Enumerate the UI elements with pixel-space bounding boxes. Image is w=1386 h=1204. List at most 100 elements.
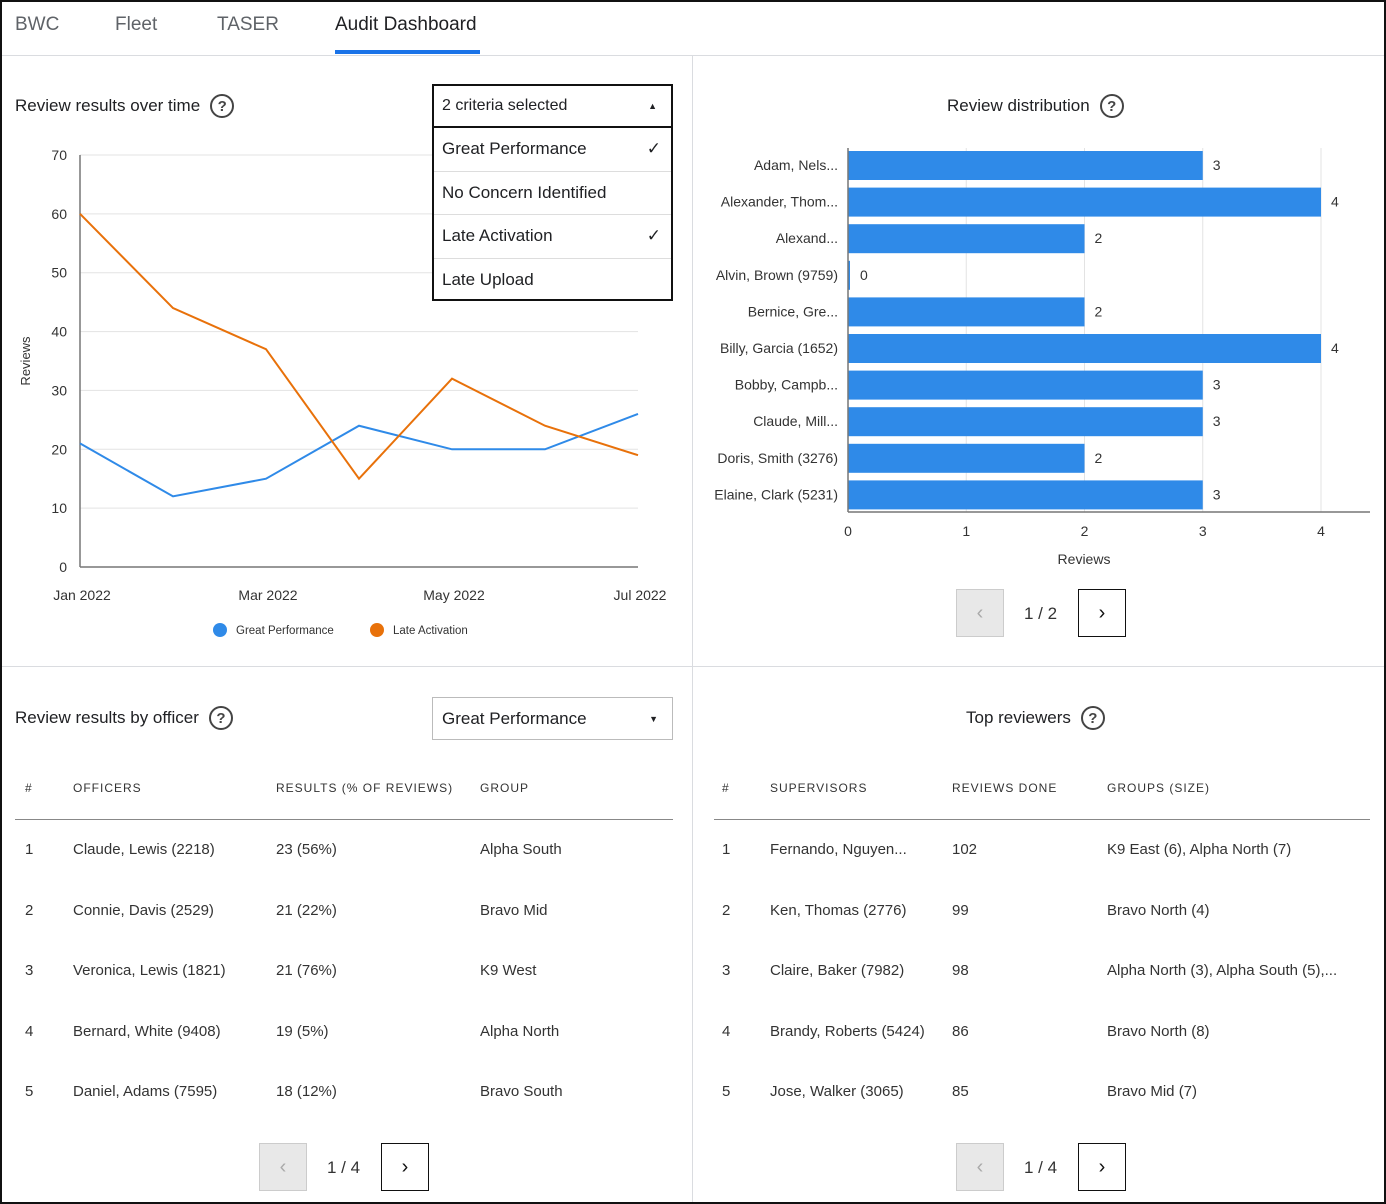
bar-value-label: 0 (860, 267, 868, 283)
bar-category-label: Doris, Smith (3276) (717, 450, 838, 466)
table-cell: Connie, Davis (2529) (73, 901, 214, 919)
tab-fleet[interactable]: Fleet (115, 14, 158, 35)
table-cell: 1 (722, 841, 731, 858)
y-tick-label: 70 (51, 147, 67, 163)
bar-category-label: Alvin, Brown (9759) (716, 267, 838, 283)
y-tick-label: 60 (51, 206, 67, 222)
bar (848, 334, 1321, 363)
option-late-activation[interactable]: Late Activation ✓ (434, 215, 671, 259)
bar-category-label: Bernice, Gre... (748, 303, 838, 319)
prev-page-button[interactable]: ‹ (956, 1143, 1004, 1191)
y-tick-label: 50 (51, 265, 67, 281)
series-line-great-performance (79, 413, 639, 498)
panel-title-by-officer: Review results by officer ? (15, 706, 233, 730)
help-icon[interactable]: ? (210, 94, 235, 118)
help-icon[interactable]: ? (208, 706, 233, 730)
caret-down-icon: ▼ (649, 713, 658, 724)
criteria-select[interactable]: Great Performance ▼ (432, 697, 673, 740)
bar-category-label: Elaine, Clark (5231) (714, 486, 838, 502)
bar (848, 370, 1203, 400)
table-cell: 3 (722, 962, 731, 979)
bar (848, 224, 1085, 254)
table-cell: Veronica, Lewis (1821) (73, 962, 226, 979)
table-cell: Bravo Mid (7) (1107, 1083, 1198, 1100)
x-tick-label: Jan 2022 (53, 587, 111, 603)
bar (848, 297, 1085, 327)
x-axis-label: Reviews (1058, 551, 1111, 567)
check-icon: ✓ (646, 226, 661, 246)
tab-taser[interactable]: TASER (217, 14, 279, 35)
table-cell: 85 (952, 1083, 969, 1100)
table-cell: 86 (952, 1022, 969, 1040)
help-icon[interactable]: ? (1099, 94, 1124, 118)
page-indicator: 1 / 2 (1024, 604, 1058, 623)
table-cell: Bravo North (8) (1107, 1022, 1210, 1040)
divider (692, 56, 693, 1202)
bar-value-label: 3 (1213, 486, 1221, 502)
y-axis-label: Reviews (18, 336, 33, 386)
table-cell: 21 (22%) (276, 901, 337, 919)
help-icon[interactable]: ? (1080, 706, 1105, 730)
table-cell: 2 (722, 901, 731, 919)
option-label: No Concern Identified (442, 182, 607, 202)
column-header: REVIEWS DONE (952, 781, 1058, 795)
prev-page-button[interactable]: ‹ (956, 589, 1004, 637)
bar-value-label: 4 (1331, 194, 1339, 210)
column-header: # (722, 781, 730, 795)
table-cell: Brandy, Roberts (5424) (770, 1022, 925, 1040)
next-page-button[interactable]: › (1078, 589, 1126, 637)
bar-value-label: 3 (1213, 157, 1221, 173)
prev-page-button[interactable]: ‹ (259, 1143, 307, 1191)
x-tick-label: Mar 2022 (238, 587, 297, 603)
table-cell: Bravo North (4) (1107, 901, 1210, 919)
bar-category-label: Adam, Nels... (754, 157, 838, 173)
table-cell: Daniel, Adams (7595) (73, 1083, 218, 1100)
legend-marker (213, 623, 227, 637)
column-header: GROUPS (SIZE) (1107, 781, 1211, 795)
option-late-upload[interactable]: Late Upload (434, 259, 671, 303)
table-cell: Alpha North (480, 1022, 560, 1040)
bar (848, 480, 1203, 510)
table-cell: Jose, Walker (3065) (770, 1083, 904, 1100)
criteria-dropdown[interactable]: 2 criteria selected ▲ Great Performance ✓ … (432, 84, 673, 301)
table-cell: 3 (25, 962, 34, 979)
option-great-performance[interactable]: Great Performance ✓ (434, 128, 671, 172)
table-cell: 1 (25, 841, 34, 858)
table-cell: Bravo South (480, 1083, 563, 1100)
bar-chart: 0 1 2 3 4 Adam, Nels... 3 Alexander, Thom... 4 Al… (714, 148, 1370, 567)
table-cell: 19 (5%) (276, 1022, 329, 1040)
bar (848, 407, 1203, 437)
tab-audit-dashboard[interactable]: Audit Dashboard (335, 14, 477, 35)
check-icon: ✓ (646, 139, 661, 159)
table-cell: Claire, Baker (7982) (770, 962, 905, 979)
bar-value-label: 3 (1213, 413, 1221, 429)
table-header-divider (714, 819, 1370, 820)
bar-value-label: 4 (1331, 340, 1339, 356)
table-cell: 2 (25, 901, 34, 919)
bar (848, 187, 1321, 217)
legend-label: Great Performance (236, 625, 334, 637)
option-label: Late Upload (442, 270, 534, 290)
bar-value-label: 2 (1095, 230, 1103, 246)
bar (848, 151, 1203, 180)
active-tab-indicator (335, 50, 480, 54)
title-text: Top reviewers (966, 708, 1071, 727)
criteria-dropdown-header[interactable]: 2 criteria selected ▲ (434, 86, 671, 128)
title-text: Review results over time (15, 96, 201, 115)
option-no-concern[interactable]: No Concern Identified (434, 172, 671, 215)
bar (848, 260, 850, 290)
title-text: Review results by officer (15, 708, 199, 727)
panel-title-review-distribution: Review distribution ? (947, 94, 1124, 118)
table-cell: 4 (722, 1022, 731, 1040)
next-page-button[interactable]: › (1078, 1143, 1126, 1191)
table-cell: Alpha South (480, 841, 562, 858)
table-cell: 98 (952, 962, 969, 979)
next-page-button[interactable]: › (381, 1143, 429, 1191)
x-tick-label: 0 (844, 523, 852, 539)
table-cell: 4 (25, 1022, 34, 1040)
column-header: GROUP (480, 781, 530, 795)
option-label: Late Activation (442, 226, 553, 246)
tab-bwc[interactable]: BWC (15, 14, 60, 35)
column-header: # (25, 781, 33, 795)
